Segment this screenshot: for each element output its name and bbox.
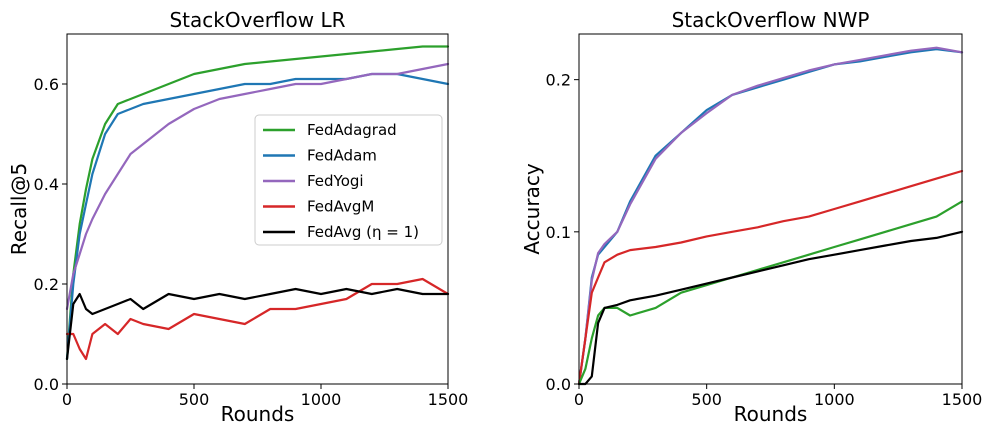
legend-entry: FedYogi [307, 172, 364, 190]
x-tick-label: 1500 [942, 390, 983, 409]
x-tick-label: 500 [691, 390, 722, 409]
series-line-4 [577, 200, 964, 386]
y-axis-label: Accuracy [520, 163, 544, 254]
y-tick-label: 0.0 [34, 375, 59, 394]
y-tick-label: 0.0 [546, 375, 571, 394]
series-line-fedavgm [65, 277, 450, 361]
legend: FedAdagrad FedAdam FedYogi FedAvgM FedAvg (η… [254, 114, 443, 246]
y-tick-label: 0.2 [546, 71, 571, 90]
x-tick-label: 1500 [428, 390, 469, 409]
legend-entry: FedAdam [307, 147, 377, 165]
axes-frame [66, 33, 449, 385]
series-line-fedavg-1- [65, 287, 450, 361]
y-tick-label: 0.2 [34, 275, 59, 294]
chart-title: StackOverflow LR [169, 8, 345, 32]
series-line-1 [577, 48, 964, 386]
chart-title: StackOverflow NWP [672, 8, 870, 32]
series-line-5 [577, 230, 964, 386]
y-tick-label: 0.1 [546, 223, 571, 242]
x-tick-label: 0 [62, 390, 72, 409]
x-tick-label: 1000 [814, 390, 855, 409]
x-axis-label: Rounds [734, 402, 808, 426]
chart-panel-2: StackOverflow NWP 0 500 1000 1500 0.0 0.1 0.2 Ro… [520, 8, 982, 426]
series-line-fedadagrad [65, 45, 450, 361]
series-line-2 [577, 46, 964, 386]
x-tick-label: 0 [574, 390, 584, 409]
axes-frame [578, 33, 963, 385]
chart-panel-1: StackOverflow LR 0 500 1000 1500 0.0 0.2 0.4 0.6… [7, 8, 468, 426]
y-tick-label: 0.4 [34, 175, 59, 194]
legend-entry: FedAvg (η = 1) [307, 223, 419, 241]
legend-entry: FedAvgM [307, 198, 374, 216]
legend-box [254, 114, 443, 246]
x-tick-label: 500 [179, 390, 210, 409]
series-line-3 [577, 169, 964, 386]
legend-entry: FedAdagrad [307, 121, 397, 139]
x-axis-label: Rounds [221, 402, 295, 426]
y-tick-label: 0.6 [34, 75, 59, 94]
y-axis-label: Recall@5 [7, 163, 31, 255]
series-line-fedyogi [65, 62, 450, 311]
x-tick-label: 1000 [301, 390, 342, 409]
